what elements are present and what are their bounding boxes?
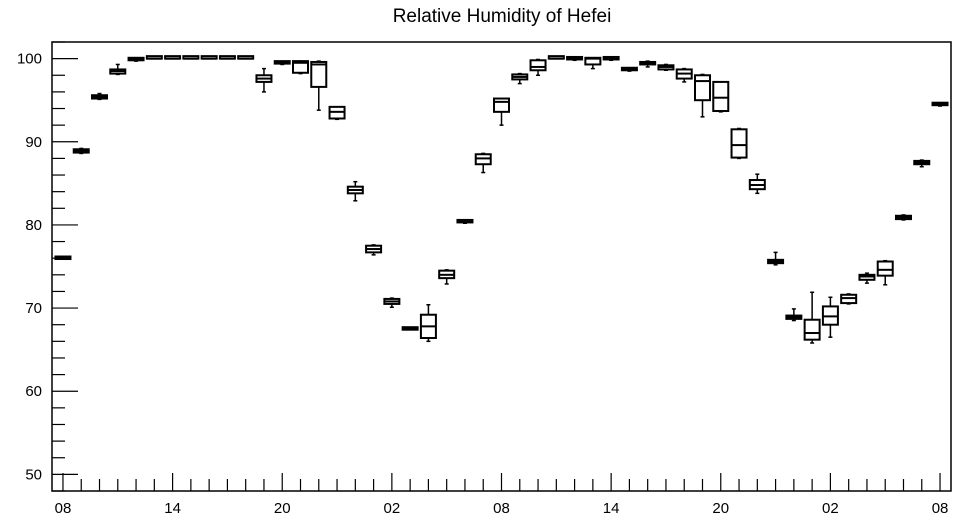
box-group [858, 272, 876, 284]
box-group [310, 60, 328, 111]
box-group [292, 60, 310, 75]
box-group [164, 55, 182, 60]
box-group [602, 55, 620, 62]
box-group [566, 55, 584, 62]
box-group [365, 244, 383, 256]
box-group [328, 105, 346, 121]
box-group [493, 97, 510, 126]
box-group [419, 303, 437, 343]
y-tick-label: 100 [17, 51, 42, 68]
box-group [748, 173, 766, 195]
box-group [511, 72, 529, 85]
box-group [54, 255, 72, 261]
iqr-box [693, 74, 711, 102]
iqr-box [876, 260, 894, 277]
box-group [913, 159, 931, 168]
box-group [730, 127, 748, 160]
iqr-box [730, 128, 748, 159]
iqr-box [803, 318, 821, 341]
box-group [785, 308, 803, 322]
box-group [109, 63, 127, 76]
y-tick-label: 50 [25, 466, 42, 483]
box-group [584, 56, 602, 70]
iqr-box [292, 60, 310, 74]
box-group [91, 92, 109, 101]
x-tick-label: 08 [493, 500, 510, 517]
box-group [255, 67, 273, 93]
box-group [712, 80, 730, 113]
x-tick-label: 20 [274, 500, 291, 517]
box-group [200, 55, 218, 60]
box-group [72, 147, 90, 155]
box-group [657, 63, 675, 72]
box-group [803, 291, 821, 344]
box-group [456, 218, 474, 225]
box-group [529, 58, 547, 77]
box-group [182, 55, 200, 60]
box-group [237, 55, 255, 60]
box-group [346, 180, 364, 202]
box-group [620, 66, 638, 72]
box-group [894, 214, 912, 221]
box-group [383, 297, 401, 308]
chart-title: Relative Humidity of Hefei [393, 6, 612, 27]
box-group [675, 67, 693, 83]
box-group [438, 269, 456, 285]
y-tick-label: 60 [25, 383, 42, 400]
box-series [54, 55, 949, 344]
x-tick-label: 14 [164, 500, 181, 517]
box-group [145, 55, 163, 60]
x-tick-label: 02 [822, 500, 839, 517]
box-group [767, 251, 785, 266]
x-axis: 08 14 20 02 08 14 20 02 08 [55, 473, 949, 517]
x-tick-label: 20 [712, 500, 729, 517]
box-group [401, 326, 419, 331]
iqr-box [493, 97, 510, 113]
y-tick-label: 90 [25, 134, 42, 151]
x-tick-label: 08 [932, 500, 949, 517]
iqr-box [310, 60, 328, 88]
box-group [840, 293, 858, 305]
box-group [821, 296, 839, 338]
box-group [876, 259, 894, 286]
box-group [639, 60, 657, 68]
box-group [693, 73, 711, 118]
box-group [931, 101, 949, 107]
box-group [218, 55, 236, 60]
y-axis: 50 60 70 80 90 100 [17, 41, 78, 492]
box-group [547, 55, 565, 60]
iqr-box [712, 80, 730, 113]
iqr-box [529, 59, 547, 72]
y-tick-label: 70 [25, 300, 42, 317]
x-tick-label: 14 [603, 500, 620, 517]
box-group [273, 60, 291, 66]
y-tick-label: 80 [25, 217, 42, 234]
x-tick-label: 08 [55, 500, 72, 517]
x-tick-label: 02 [384, 500, 401, 517]
box-group [474, 152, 492, 174]
box-group [127, 56, 145, 62]
